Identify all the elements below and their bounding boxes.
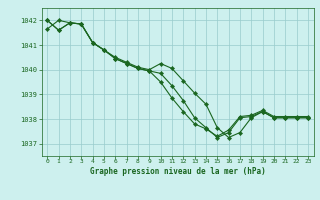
X-axis label: Graphe pression niveau de la mer (hPa): Graphe pression niveau de la mer (hPa)	[90, 167, 266, 176]
